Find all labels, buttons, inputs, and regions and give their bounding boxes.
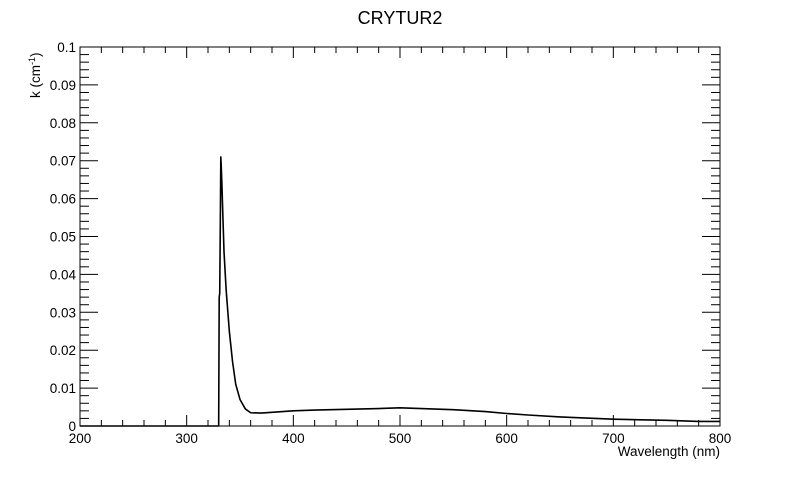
- x-tick-label: 500: [389, 431, 412, 446]
- x-tick-label: 200: [69, 431, 92, 446]
- y-axis-title: k (cm-1): [27, 52, 43, 98]
- series-line: [80, 156, 720, 427]
- y-tick-label: 0.05: [50, 230, 76, 245]
- y-tick-label: 0.02: [50, 343, 76, 358]
- x-tick-label: 600: [495, 431, 518, 446]
- y-tick-label: 0.08: [50, 116, 76, 131]
- y-tick-label: 0: [68, 419, 76, 434]
- y-tick-label: 0.06: [50, 192, 76, 207]
- x-tick-label: 400: [282, 431, 305, 446]
- y-tick-label: 0.09: [50, 78, 76, 93]
- y-tick-label: 0.01: [50, 381, 76, 396]
- y-axis-title-base: k (cm: [28, 65, 43, 98]
- y-axis-title-close: ): [28, 52, 43, 57]
- y-tick-label: 0.04: [50, 267, 77, 282]
- chart-title: CRYTUR2: [358, 8, 443, 28]
- x-tick-label: 300: [175, 431, 198, 446]
- y-tick-label: 0.07: [50, 154, 76, 169]
- y-axis-title-superscript: -1: [27, 57, 37, 65]
- y-tick-label: 0.1: [57, 40, 76, 55]
- y-tick-label: 0.03: [50, 305, 76, 320]
- x-axis-title: Wavelength (nm): [618, 444, 720, 459]
- plot-frame: [79, 46, 721, 427]
- x-tick-label: 800: [709, 431, 732, 446]
- x-tick-label: 700: [602, 431, 625, 446]
